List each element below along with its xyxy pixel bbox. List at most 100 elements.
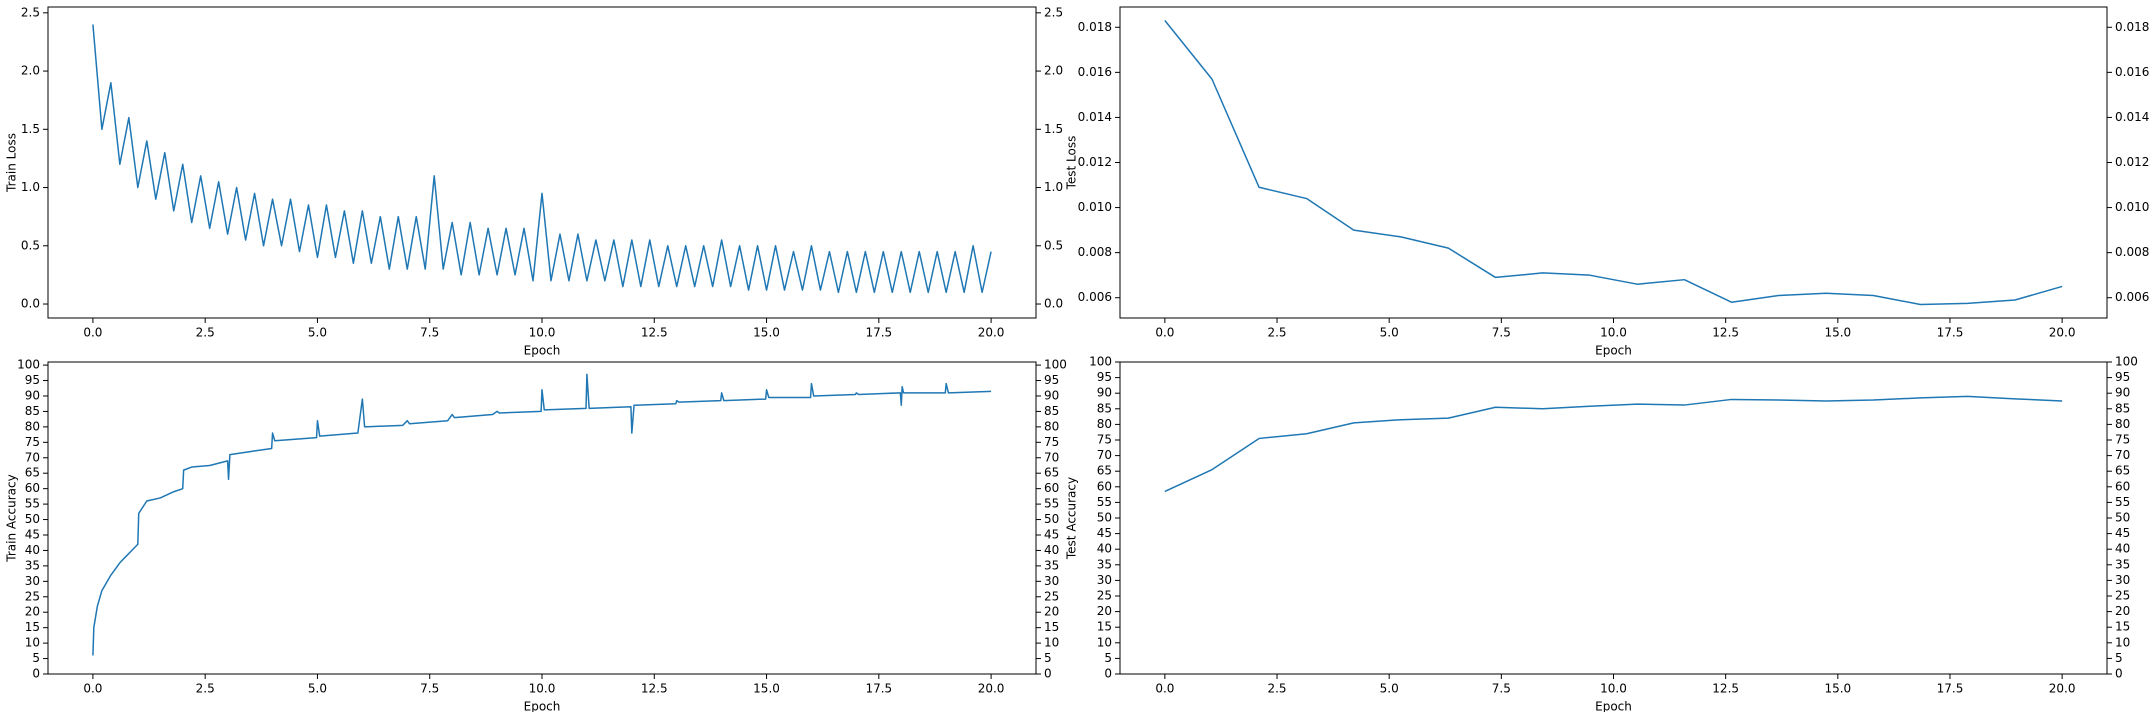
x-tick-label: 17.5 [1937,682,1964,696]
y2-tick-label: 50 [1044,512,1059,526]
y-tick-label: 45 [25,527,40,541]
y-tick-label: 5 [1104,651,1112,665]
x-tick-label: 15.0 [753,326,780,340]
y2-tick-label: 60 [2115,479,2130,493]
y-tick-label: 55 [1097,495,1112,509]
x-tick-label: 2.5 [1267,682,1286,696]
x-tick-label: 10.0 [1600,326,1627,340]
y-tick-label: 95 [25,373,40,387]
y2-tick-label: 40 [2115,542,2130,556]
x-tick-label: 12.5 [641,682,668,696]
y2-tick-label: 0.006 [2115,290,2149,304]
x-tick-label: 5.0 [308,682,327,696]
y-tick-label: 0.010 [1078,200,1112,214]
y-tick-label: 20 [1097,604,1112,618]
y-tick-label: 15 [25,620,40,634]
x-tick-label: 10.0 [529,326,556,340]
x-axis-label: Epoch [524,344,561,358]
y2-tick-label: 0.0 [1044,297,1063,311]
y-tick-label: 0 [1104,667,1112,681]
y-tick-label: 2.5 [21,5,40,19]
x-tick-label: 15.0 [753,682,780,696]
y-tick-label: 0.012 [1078,155,1112,169]
y2-tick-label: 60 [1044,481,1059,495]
axes-frame [1119,6,2108,319]
y-axis-label: Train Accuracy [5,474,19,562]
y-tick-label: 0.016 [1078,65,1112,79]
x-axis-label: Epoch [1595,344,1632,358]
x-tick-label: 2.5 [196,682,215,696]
y2-tick-label: 75 [1044,435,1059,449]
y2-tick-label: 85 [1044,404,1059,418]
data-line [1164,395,2063,493]
y2-tick-label: 5 [2115,651,2123,665]
x-tick-label: 17.5 [865,682,892,696]
y2-tick-label: 40 [1044,543,1059,557]
y2-tick-label: 25 [1044,589,1059,603]
y-tick-label: 100 [1089,355,1112,369]
y2-tick-label: 2.5 [1044,5,1063,19]
y-tick-label: 75 [1097,433,1112,447]
y-tick-label: 30 [25,574,40,588]
y-tick-label: 50 [1097,511,1112,525]
y2-tick-label: 20 [1044,605,1059,619]
y-tick-label: 2.0 [21,64,40,78]
y-tick-label: 0.014 [1078,110,1112,124]
x-tick-label: 12.5 [1712,326,1739,340]
y-tick-label: 20 [25,605,40,619]
y-tick-label: 0.008 [1078,245,1112,259]
y2-tick-label: 10 [2115,635,2130,649]
y-tick-label: 65 [1097,464,1112,478]
y-axis-label: Train Loss [5,133,19,193]
x-tick-label: 7.5 [420,326,439,340]
y2-tick-label: 65 [2115,464,2130,478]
y2-tick-label: 2.0 [1044,64,1063,78]
x-tick-label: 10.0 [529,682,556,696]
y2-tick-label: 1.5 [1044,122,1063,136]
x-tick-label: 12.5 [1712,682,1739,696]
y2-tick-label: 0 [1044,667,1052,681]
y-tick-label: 55 [25,497,40,511]
x-tick-label: 20.0 [2049,326,2076,340]
y-tick-label: 85 [1097,401,1112,415]
y2-tick-label: 80 [2115,417,2130,431]
y2-tick-label: 5 [1044,651,1052,665]
y2-tick-label: 85 [2115,401,2130,415]
x-tick-label: 12.5 [641,326,668,340]
axes-frame [47,361,1037,675]
y-tick-label: 15 [1097,620,1112,634]
y-tick-label: 5 [32,651,40,665]
y-tick-label: 0 [32,667,40,681]
y2-tick-label: 35 [2115,557,2130,571]
y-tick-label: 35 [1097,557,1112,571]
x-axis-label: Epoch [524,700,561,712]
y-tick-label: 85 [25,404,40,418]
y2-tick-label: 100 [2115,355,2138,369]
y2-tick-label: 95 [1044,373,1059,387]
y2-tick-label: 10 [1044,636,1059,650]
y-tick-label: 45 [1097,526,1112,540]
y2-tick-label: 20 [2115,604,2130,618]
x-tick-label: 7.5 [1492,682,1511,696]
y-tick-label: 40 [1097,542,1112,556]
y2-tick-label: 45 [1044,527,1059,541]
y2-tick-label: 65 [1044,466,1059,480]
x-tick-label: 2.5 [196,326,215,340]
y2-tick-label: 1.0 [1044,180,1063,194]
x-tick-label: 5.0 [308,326,327,340]
x-tick-label: 20.0 [978,682,1005,696]
x-tick-label: 0.0 [83,682,102,696]
y2-tick-label: 0.008 [2115,245,2149,259]
y2-tick-label: 55 [1044,497,1059,511]
y2-tick-label: 0.018 [2115,20,2149,34]
x-tick-label: 17.5 [865,326,892,340]
x-tick-label: 7.5 [1492,326,1511,340]
y2-tick-label: 15 [1044,620,1059,634]
y-tick-label: 0.5 [21,238,40,252]
x-tick-label: 0.0 [1155,326,1174,340]
x-tick-label: 20.0 [978,326,1005,340]
x-tick-label: 5.0 [1380,326,1399,340]
y-tick-label: 80 [25,419,40,433]
y2-tick-label: 90 [2115,386,2130,400]
